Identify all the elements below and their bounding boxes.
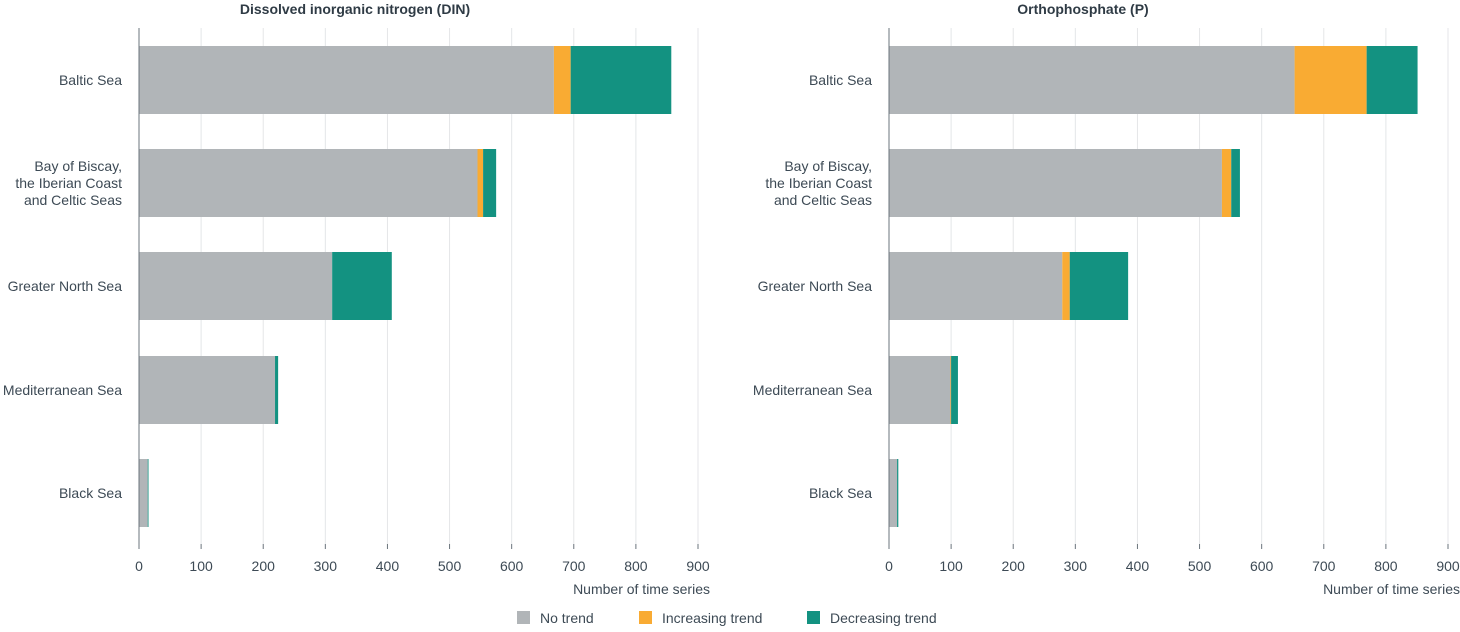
category-label: Baltic Sea: [59, 72, 122, 88]
bar-segment-no-trend: [889, 459, 898, 527]
x-tick-label: 700: [1312, 558, 1336, 574]
chart-title: Orthophosphate (P): [1017, 1, 1148, 17]
category-label: Black Sea: [809, 485, 872, 501]
bar-segment-increasing-trend: [553, 46, 571, 114]
bar-segment-increasing-trend: [1221, 149, 1232, 217]
bar-segment-no-trend: [139, 46, 554, 114]
legend-swatch: [639, 611, 652, 624]
x-tick-label: 600: [500, 558, 524, 574]
chart-title: Dissolved inorganic nitrogen (DIN): [240, 1, 470, 17]
x-tick-label: 500: [438, 558, 462, 574]
x-tick-label: 0: [885, 558, 893, 574]
x-tick-label: 300: [1064, 558, 1088, 574]
bar-segment-no-trend: [139, 459, 148, 527]
category-label: Bay of Biscay,: [34, 158, 122, 174]
bar-segment-decreasing-trend: [147, 459, 149, 527]
x-tick-label: 700: [562, 558, 586, 574]
bar-segment-increasing-trend: [1294, 46, 1367, 114]
x-tick-label: 400: [1126, 558, 1150, 574]
bar-segment-decreasing-trend: [570, 46, 672, 114]
x-tick-label: 800: [624, 558, 648, 574]
category-label: Black Sea: [59, 485, 122, 501]
x-tick-label: 400: [376, 558, 400, 574]
legend-swatch: [807, 611, 820, 624]
legend: No trend Increasing trend Decreasing trend: [517, 610, 937, 626]
x-tick-label: 0: [135, 558, 143, 574]
legend-item: No trend: [517, 610, 594, 626]
bar-segment-no-trend: [139, 356, 276, 424]
legend-item: Increasing trend: [639, 610, 762, 626]
bar-segment-increasing-trend: [950, 356, 952, 424]
bar-segment-decreasing-trend: [1231, 149, 1240, 217]
x-tick-label: 800: [1374, 558, 1398, 574]
bar-segment-increasing-trend: [1062, 252, 1070, 320]
legend-label: No trend: [540, 610, 594, 626]
category-label: Greater North Sea: [758, 278, 873, 294]
bar-segment-decreasing-trend: [897, 459, 899, 527]
x-tick-label: 100: [939, 558, 963, 574]
legend-item: Decreasing trend: [807, 610, 937, 626]
x-axis-title: Number of time series: [1323, 581, 1460, 597]
category-label: the Iberian Coast: [15, 175, 122, 191]
legend-label: Decreasing trend: [830, 610, 937, 626]
category-label: and Celtic Seas: [24, 192, 122, 208]
bar-segment-no-trend: [889, 46, 1295, 114]
x-tick-label: 600: [1250, 558, 1274, 574]
x-tick-label: 300: [314, 558, 338, 574]
bar-segment-no-trend: [889, 252, 1063, 320]
x-tick-label: 100: [189, 558, 213, 574]
bar-segment-decreasing-trend: [275, 356, 279, 424]
category-label: Baltic Sea: [809, 72, 872, 88]
category-label: and Celtic Seas: [774, 192, 872, 208]
x-tick-label: 200: [1002, 558, 1026, 574]
bar-segment-no-trend: [139, 149, 478, 217]
chart-panel-1: Dissolved inorganic nitrogen (DIN) 0 100 20…: [3, 1, 710, 597]
category-label: the Iberian Coast: [765, 175, 872, 191]
category-label: Greater North Sea: [8, 278, 123, 294]
legend-swatch: [517, 611, 530, 624]
bar-segment-no-trend: [139, 252, 333, 320]
x-tick-label: 500: [1188, 558, 1212, 574]
bar-segment-no-trend: [889, 356, 951, 424]
bar-segment-increasing-trend: [477, 149, 484, 217]
bar-segment-decreasing-trend: [1069, 252, 1129, 320]
x-tick-label: 900: [1436, 558, 1460, 574]
category-label: Mediterranean Sea: [3, 382, 122, 398]
category-label: Bay of Biscay,: [784, 158, 872, 174]
bar-segment-decreasing-trend: [951, 356, 958, 424]
category-label: Mediterranean Sea: [753, 382, 872, 398]
bar-segment-no-trend: [889, 149, 1222, 217]
chart-panel-2: Orthophosphate (P) 0 100 200 300 400 500 600 700…: [753, 1, 1460, 597]
x-axis-title: Number of time series: [573, 581, 710, 597]
bar-segment-decreasing-trend: [1366, 46, 1418, 114]
bar-segment-decreasing-trend: [483, 149, 497, 217]
bar-segment-decreasing-trend: [332, 252, 392, 320]
x-tick-label: 900: [686, 558, 710, 574]
x-tick-label: 200: [252, 558, 276, 574]
legend-label: Increasing trend: [662, 610, 762, 626]
